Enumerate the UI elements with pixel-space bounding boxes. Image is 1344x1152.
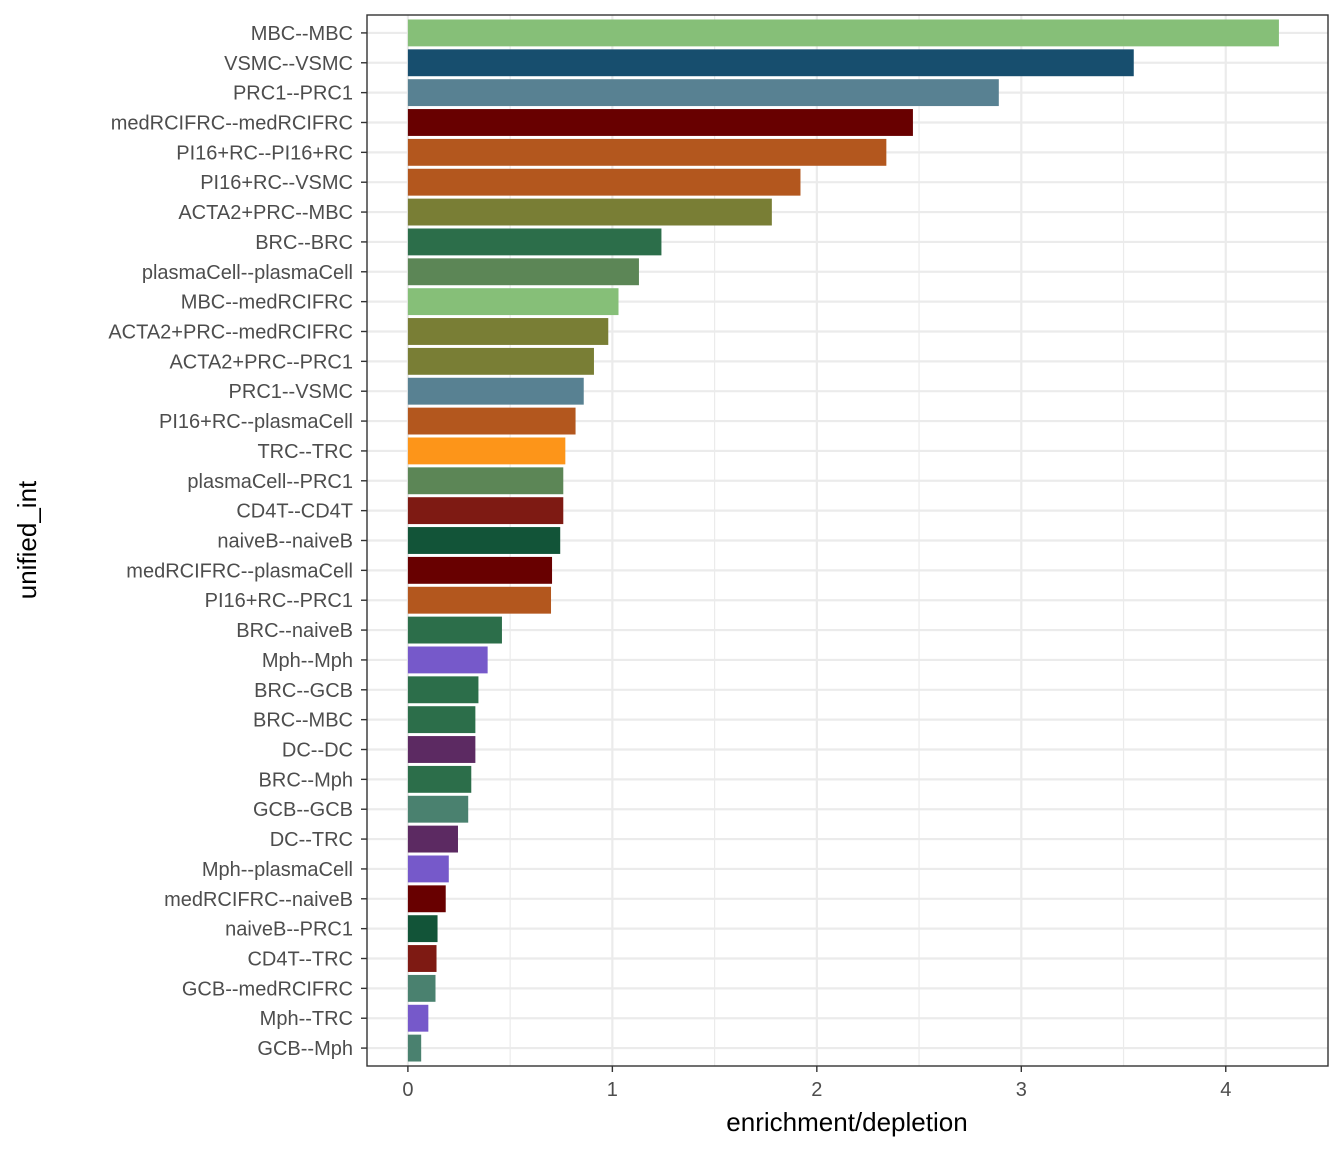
y-axis-title: unified_int bbox=[12, 480, 42, 599]
bar bbox=[407, 855, 449, 883]
bar bbox=[407, 1034, 422, 1062]
bar bbox=[407, 198, 772, 226]
bar bbox=[407, 646, 488, 674]
bar bbox=[407, 497, 564, 525]
bar bbox=[407, 616, 502, 644]
x-axis: 0 1 2 3 4 bbox=[402, 1066, 1231, 1101]
bar bbox=[407, 407, 576, 435]
bar bbox=[407, 556, 553, 584]
bar bbox=[407, 736, 476, 763]
y-tick-label: BRC--Mph bbox=[259, 769, 353, 791]
bar bbox=[407, 706, 476, 734]
bar bbox=[407, 49, 1134, 77]
y-tick-label: BRC--BRC bbox=[255, 232, 353, 254]
y-tick-label: DC--DC bbox=[282, 740, 353, 762]
y-tick-label: BRC--naiveB bbox=[236, 620, 353, 642]
y-tick-label: naiveB--naiveB bbox=[217, 531, 353, 553]
y-tick-label: medRCIFRC--naiveB bbox=[164, 889, 353, 911]
y-tick-label: TRC--TRC bbox=[257, 441, 353, 463]
y-tick-label: GCB--Mph bbox=[257, 1038, 353, 1060]
y-tick-label: Mph--plasmaCell bbox=[202, 859, 353, 881]
bar bbox=[407, 19, 1279, 47]
y-tick-label: PRC1--PRC1 bbox=[233, 83, 353, 105]
x-axis-title: enrichment/depletion bbox=[726, 1107, 967, 1137]
y-tick-label: ACTA2+PRC--PRC1 bbox=[169, 351, 353, 373]
y-tick-label: MBC--MBC bbox=[251, 23, 353, 45]
bar bbox=[407, 168, 801, 196]
y-tick-label: plasmaCell--PRC1 bbox=[187, 471, 353, 493]
bar bbox=[407, 825, 458, 853]
bar bbox=[407, 974, 436, 1002]
bar bbox=[407, 945, 437, 972]
bar bbox=[407, 915, 438, 943]
bar bbox=[407, 109, 913, 136]
y-tick-label: PRC1--VSMC bbox=[229, 381, 353, 403]
bars bbox=[407, 19, 1279, 1062]
y-tick-label: ACTA2+PRC--medRCIFRC bbox=[108, 321, 353, 343]
y-tick-label: PI16+RC--PRC1 bbox=[205, 590, 353, 612]
x-tick-label: 2 bbox=[811, 1079, 822, 1101]
y-tick-label: PI16+RC--plasmaCell bbox=[159, 411, 353, 433]
x-tick-label: 0 bbox=[402, 1079, 413, 1101]
y-tick-label: GCB--GCB bbox=[253, 799, 353, 821]
bar bbox=[407, 79, 999, 107]
bar bbox=[407, 765, 472, 793]
bar bbox=[407, 228, 662, 256]
y-tick-label: BRC--GCB bbox=[254, 680, 353, 702]
y-tick-label: Mph--TRC bbox=[260, 1008, 353, 1030]
bar bbox=[407, 885, 446, 913]
bar bbox=[407, 347, 594, 375]
y-tick-label: MBC--medRCIFRC bbox=[181, 292, 353, 314]
bar bbox=[407, 437, 566, 465]
bar bbox=[407, 795, 469, 823]
bar bbox=[407, 467, 564, 495]
y-tick-label: medRCIFRC--medRCIFRC bbox=[111, 112, 353, 134]
bar bbox=[407, 676, 479, 704]
y-tick-label: PI16+RC--VSMC bbox=[200, 172, 353, 194]
x-tick-label: 1 bbox=[607, 1079, 618, 1101]
y-tick-label: naiveB--PRC1 bbox=[225, 919, 353, 941]
y-axis: MBC--MBC VSMC--VSMC PRC1--PRC1 medRCIFRC--m… bbox=[108, 23, 367, 1060]
y-tick-label: BRC--MBC bbox=[253, 710, 353, 732]
y-tick-label: plasmaCell--plasmaCell bbox=[142, 262, 353, 284]
bar bbox=[407, 318, 609, 345]
y-tick-label: Mph--Mph bbox=[262, 650, 353, 672]
bar bbox=[407, 586, 552, 614]
x-tick-label: 4 bbox=[1220, 1079, 1231, 1101]
x-tick-label: 3 bbox=[1016, 1079, 1027, 1101]
bar bbox=[407, 1004, 429, 1032]
bar bbox=[407, 527, 561, 554]
bar bbox=[407, 258, 639, 286]
y-tick-label: GCB--medRCIFRC bbox=[182, 978, 353, 1000]
bar bbox=[407, 377, 584, 405]
y-tick-label: medRCIFRC--plasmaCell bbox=[126, 560, 353, 582]
y-tick-label: CD4T--CD4T bbox=[236, 501, 353, 523]
y-tick-label: VSMC--VSMC bbox=[224, 53, 353, 75]
bar bbox=[407, 288, 619, 316]
y-tick-label: PI16+RC--PI16+RC bbox=[176, 142, 353, 164]
y-tick-label: CD4T--TRC bbox=[247, 949, 353, 971]
bar bbox=[407, 138, 887, 166]
y-tick-label: DC--TRC bbox=[270, 829, 353, 851]
y-tick-label: ACTA2+PRC--MBC bbox=[178, 202, 353, 224]
